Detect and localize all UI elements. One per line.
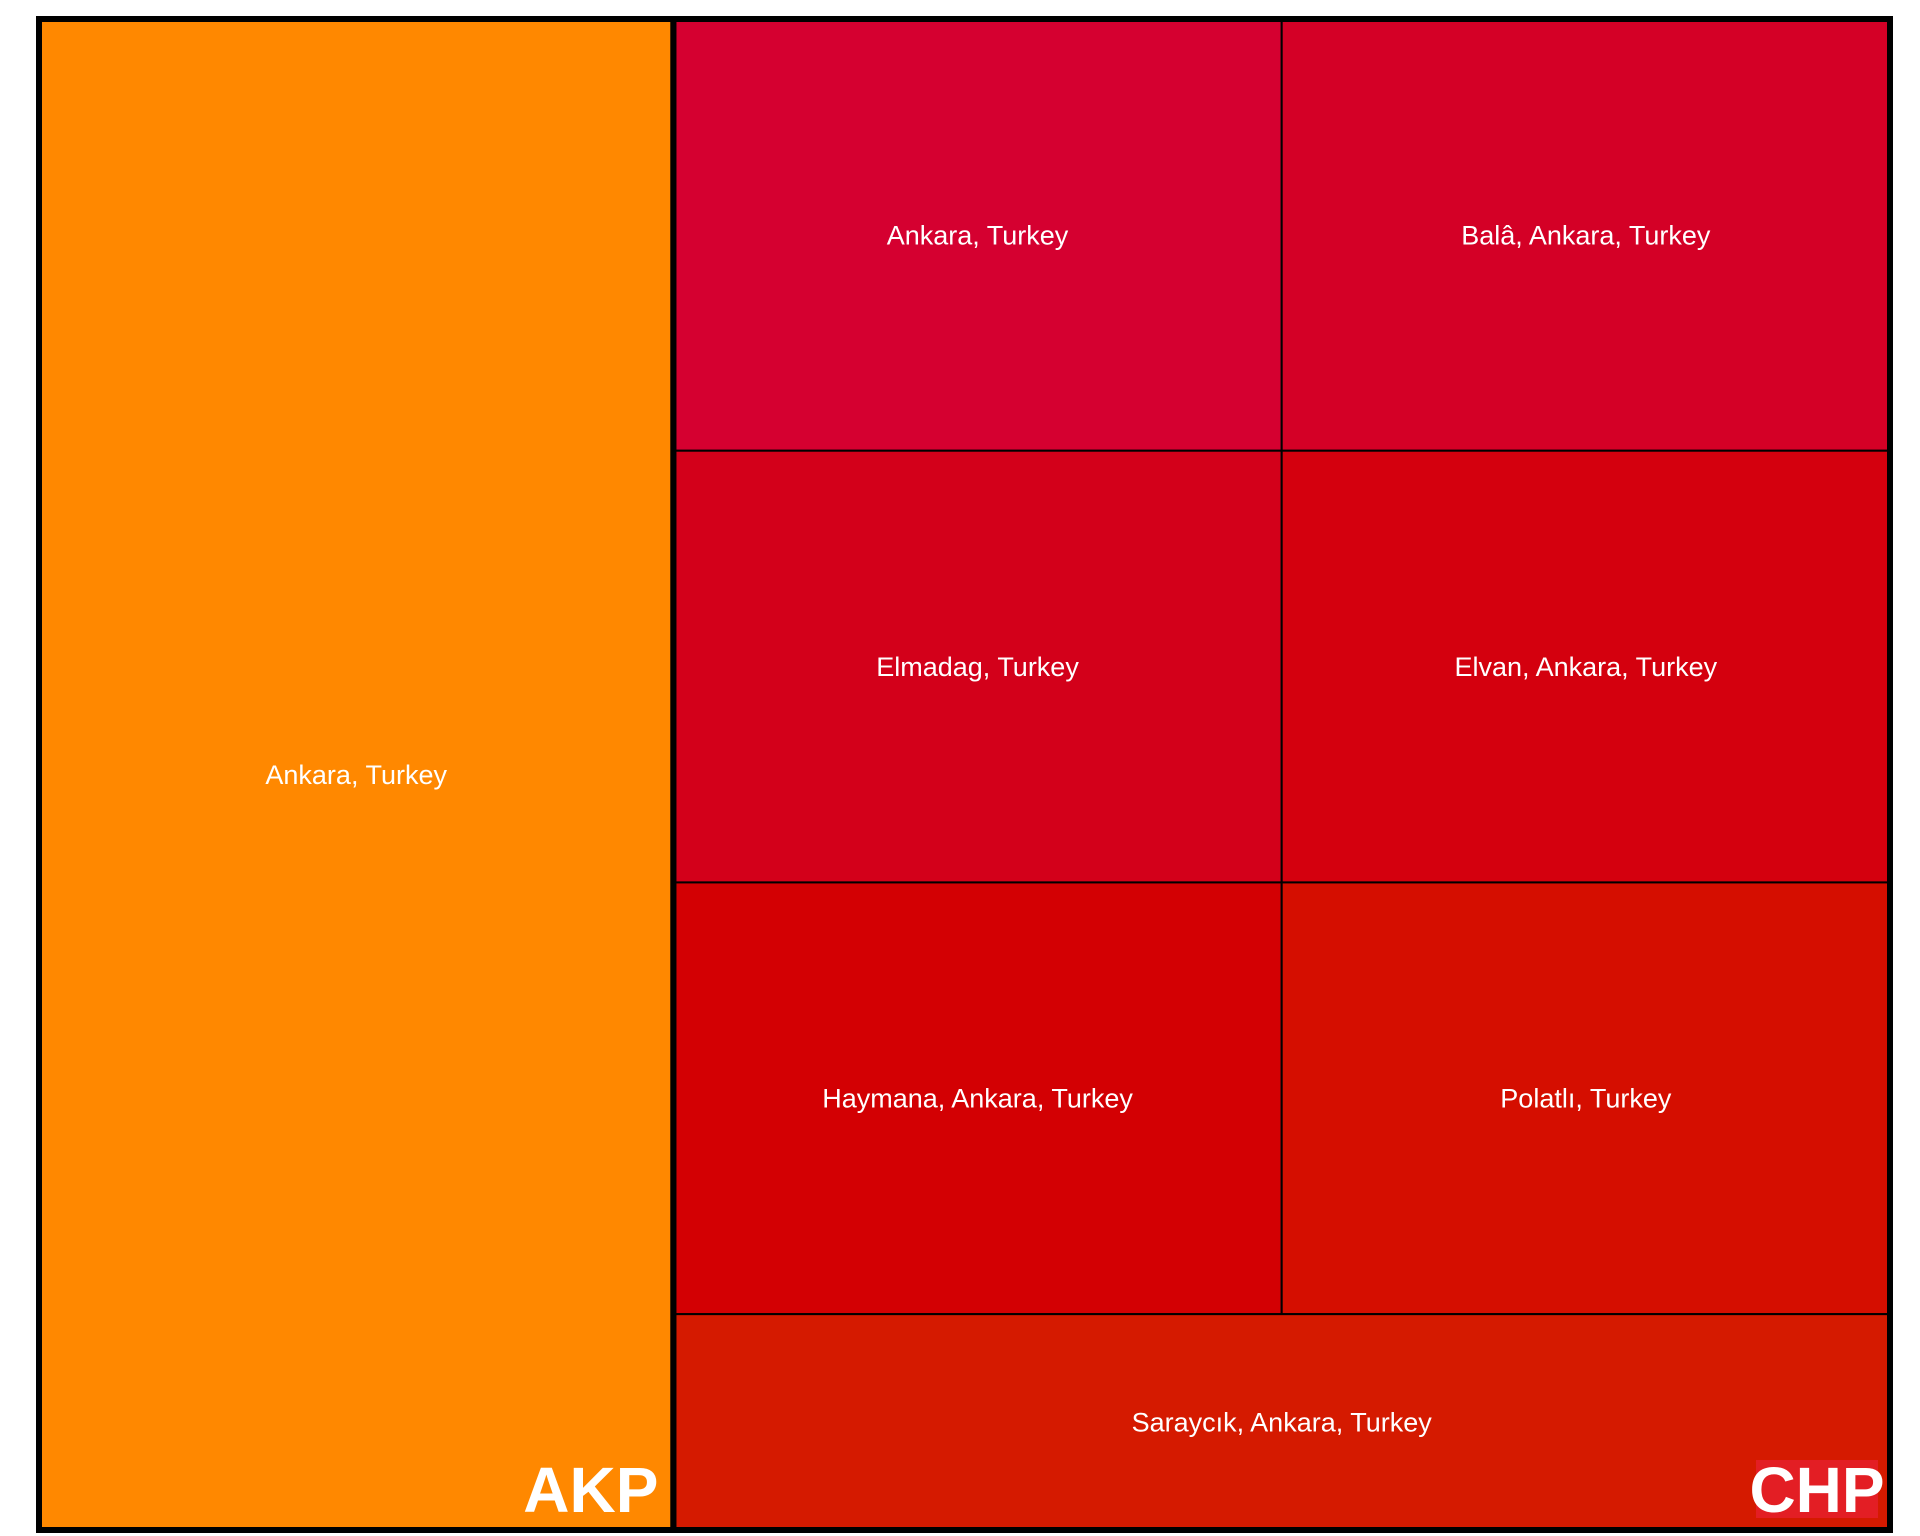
- treemap-cell-chp-bal-ankara-turkey-1-label: Balâ, Ankara, Turkey: [1461, 220, 1711, 250]
- group-label-chp-badge: [1756, 1460, 1878, 1518]
- treemap-cell-chp-polatl-turkey-5: [1280, 881, 1892, 1316]
- treemap-cell-chp-sarayc-k-ankara-turkey-label: Saraycık, Ankara, Turkey: [1132, 1408, 1433, 1438]
- treemap-cell-akp-ankara-turkey-label: Ankara, Turkey: [265, 760, 447, 790]
- treemap-cell-chp-elmadag-turkey-2: [672, 449, 1283, 884]
- treemap-cell-chp-ankara-turkey-0-label: Ankara, Turkey: [887, 220, 1069, 250]
- group-outline-chp: [670, 16, 1894, 1533]
- group-label-chp: CHP: [1749, 1454, 1884, 1526]
- treemap-cell-chp-elvan-ankara-turkey-3: [1280, 449, 1892, 884]
- treemap-cell-chp-elmadag-turkey-2-label: Elmadag, Turkey: [876, 652, 1079, 682]
- treemap-cell-chp-ankara-turkey-0: [672, 18, 1283, 452]
- treemap-cell-chp-elvan-ankara-turkey-3-label: Elvan, Ankara, Turkey: [1455, 652, 1718, 682]
- group-label-akp: AKP: [523, 1454, 658, 1526]
- treemap-cell-akp-ankara-turkey: [37, 17, 675, 1532]
- treemap-cell-chp-haymana-ankara-turkey-4-label: Haymana, Ankara, Turkey: [822, 1084, 1133, 1114]
- treemap-cell-chp-sarayc-k-ankara-turkey: [672, 1313, 1892, 1531]
- treemap-cell-chp-haymana-ankara-turkey-4: [672, 881, 1283, 1316]
- treemap-cell-chp-polatl-turkey-5-label: Polatlı, Turkey: [1500, 1084, 1672, 1114]
